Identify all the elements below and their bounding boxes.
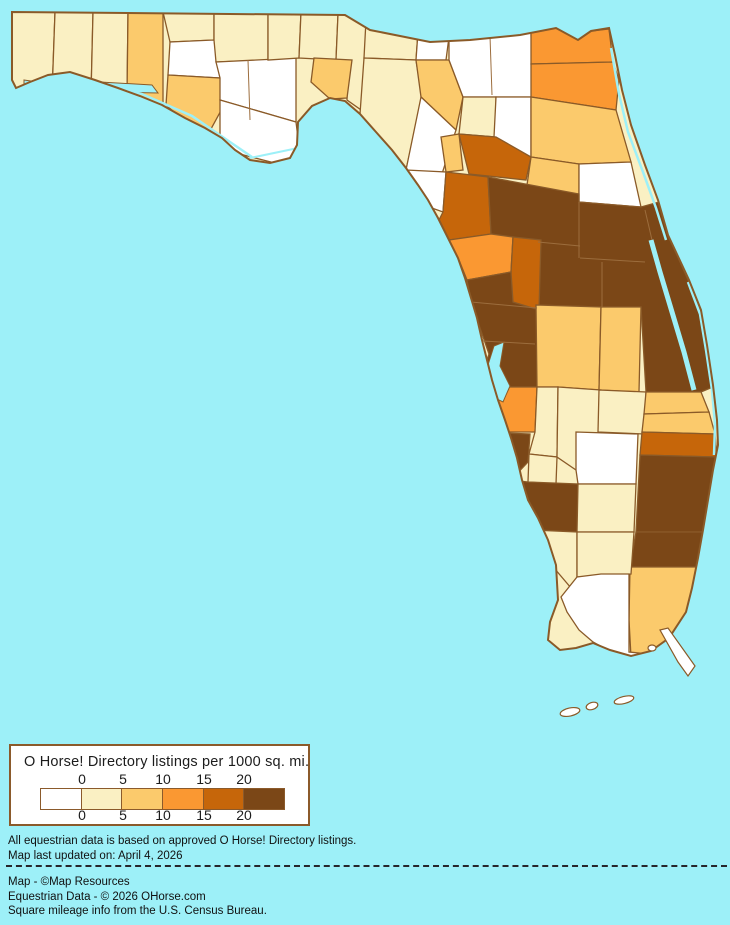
county-region-bay [165, 74, 225, 142]
county-region-flagler [578, 161, 642, 208]
county-region-gilchrist [440, 133, 464, 173]
county-region-madison [363, 19, 419, 61]
county-region-holmes [162, 12, 215, 43]
legend-swatch [121, 789, 163, 809]
legend-swatch [162, 789, 203, 809]
county-region-nassau [530, 27, 614, 65]
data-credit: Equestrian Data - © 2026 OHorse.com [8, 891, 206, 903]
county-region-santa-rosa [51, 12, 94, 96]
legend-tick-label: 0 [78, 771, 86, 787]
key-island [613, 695, 635, 705]
county-region-collier-monroe [560, 573, 650, 656]
county-region-hendry [576, 483, 637, 533]
county-region-collier-north [576, 531, 635, 578]
county-region-washington [167, 39, 221, 79]
legend-tick-label: 20 [236, 807, 252, 823]
legend-tick-label: 5 [119, 807, 127, 823]
legend-ticks-top: 0 5 10 15 20 [11, 771, 308, 787]
county-region-indian-river [643, 391, 710, 415]
map-credit: Map - ©Map Resources [8, 876, 130, 888]
key-largo-island [659, 627, 696, 678]
key-island [647, 644, 657, 652]
legend-colorbar [40, 788, 285, 810]
data-source-note: All equestrian data is based on approved… [8, 835, 357, 847]
county-region-desoto [527, 453, 558, 485]
last-updated-note: Map last updated on: April 4, 2026 [8, 850, 183, 862]
legend-tick-label: 0 [78, 807, 86, 823]
county-region-okeechobee [597, 389, 647, 435]
key-island [559, 706, 581, 718]
sarasota-bay [480, 433, 491, 467]
legend-tick-label: 15 [196, 807, 212, 823]
county-regions [12, 12, 718, 656]
county-region-sumter [508, 236, 542, 311]
pensacola-bay [23, 79, 91, 100]
county-region-osceola [598, 306, 642, 393]
apalachicola-sound [249, 147, 299, 159]
county-region-levy [438, 171, 492, 241]
legend-ticks-bottom: 0 5 10 15 20 [11, 807, 308, 823]
legend-box: O Horse! Directory listings per 1000 sq.… [9, 744, 310, 826]
county-region-leon [298, 12, 339, 61]
legend-swatch [41, 789, 81, 809]
key-island [585, 701, 599, 711]
legend-tick-label: 15 [196, 771, 212, 787]
legend-tick-label: 20 [236, 771, 252, 787]
county-region-duval [530, 61, 620, 111]
dashed-separator [6, 865, 727, 867]
county-region-polk [535, 304, 602, 391]
indian-river-lagoon [648, 239, 697, 391]
county-region-union-bradford [458, 96, 497, 138]
florida-keys-islands [559, 627, 696, 718]
southeast-lagoon [686, 281, 717, 456]
county-region-charlotte [509, 479, 579, 533]
legend-tick-label: 5 [119, 771, 127, 787]
county-region-hamilton [415, 31, 450, 61]
county-region-glades [575, 431, 639, 485]
county-region-martin [639, 431, 718, 458]
legend-swatch [80, 789, 122, 809]
county-region-gadsden [267, 12, 302, 61]
county-region-alachua [458, 133, 532, 181]
legend-swatch [202, 789, 244, 809]
legend-tick-label: 10 [155, 807, 171, 823]
census-credit: Square mileage info from the U.S. Census… [8, 905, 267, 917]
northeast-lagoon [609, 47, 668, 241]
county-region-st-lucie [641, 411, 716, 435]
inner-county-lines [247, 35, 653, 345]
county-region-escambia [12, 12, 56, 96]
legend-swatch [243, 789, 285, 809]
legend-tick-label: 10 [155, 771, 171, 787]
county-region-wakulla [310, 57, 353, 100]
county-region-suwannee [415, 59, 464, 132]
county-region-jackson [213, 12, 269, 63]
legend-title: O Horse! Directory listings per 1000 sq.… [24, 754, 310, 770]
